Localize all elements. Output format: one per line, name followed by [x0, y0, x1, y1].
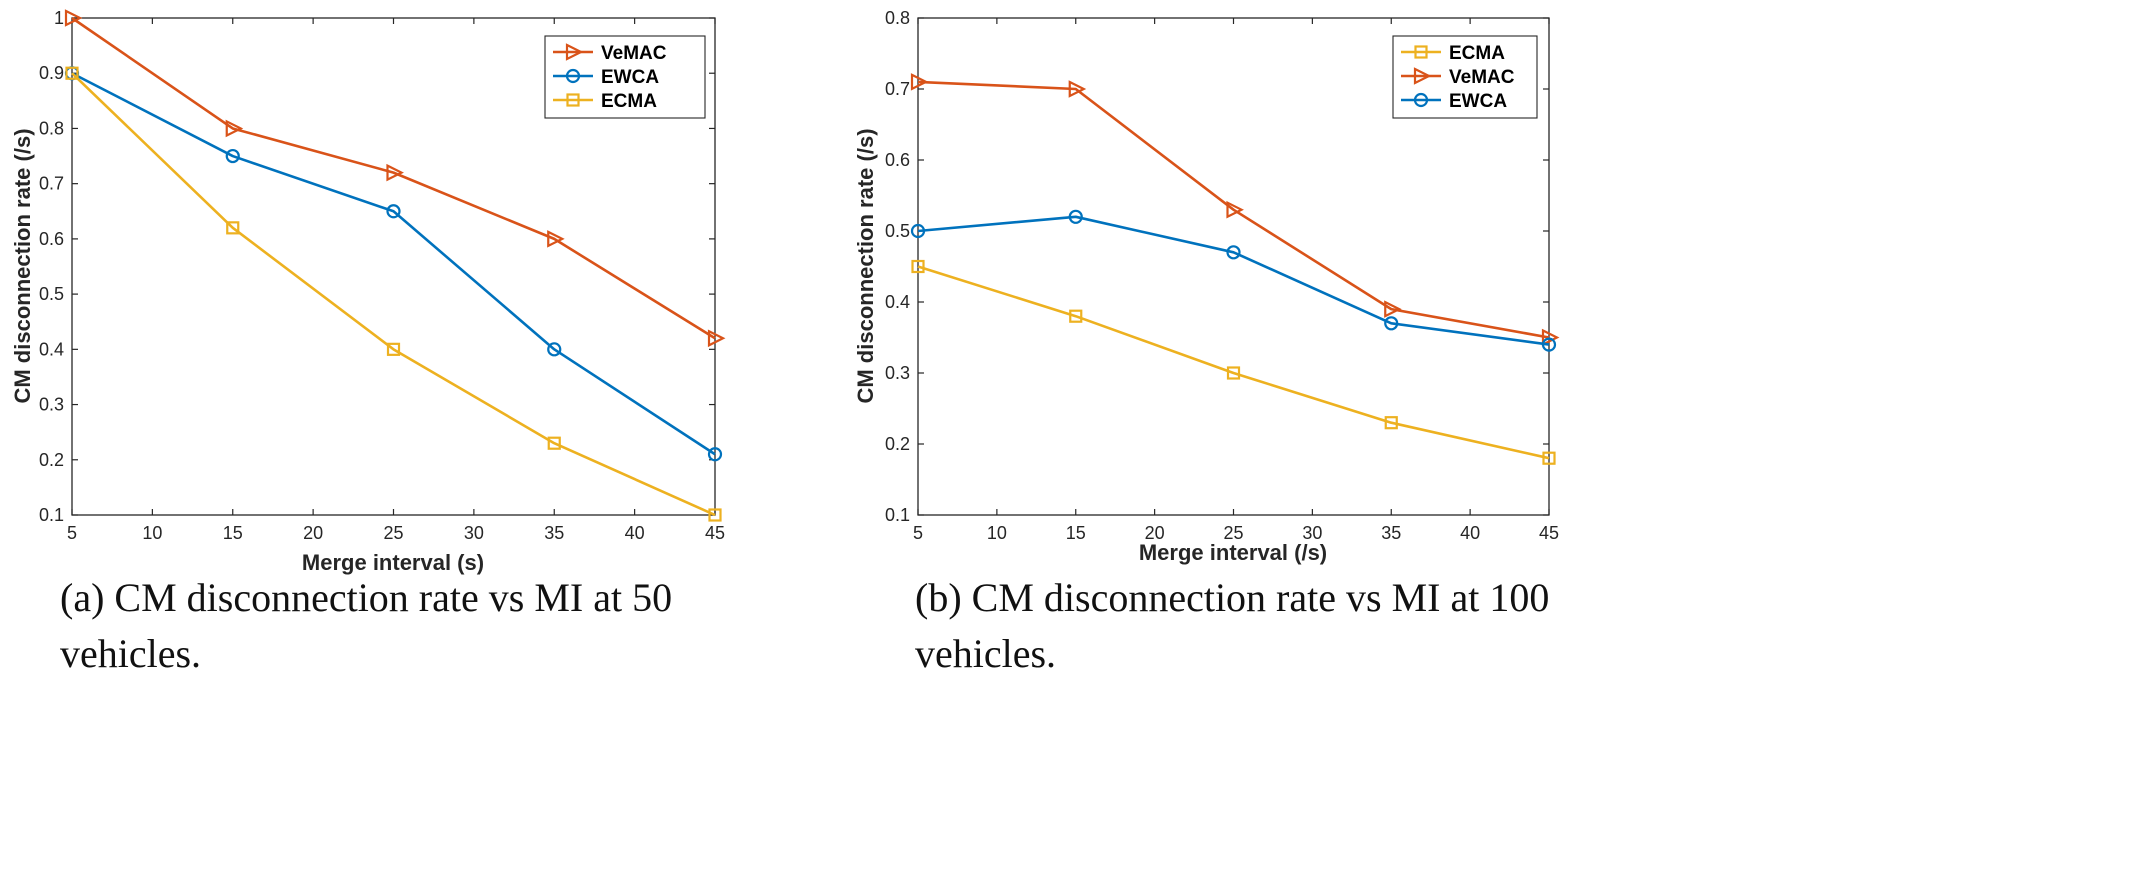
- chart-a-series-ewca-line: [71, 72, 716, 456]
- chart-b-ecma-point: [1384, 416, 1398, 430]
- chart-b-x-tick-label: 45: [1539, 523, 1559, 543]
- chart-b-legend-marker: [1414, 45, 1428, 59]
- chart-b-x-tick-label: 5: [913, 523, 923, 543]
- chart-b-y-axis-label: CM disconnection rate (/s): [853, 128, 878, 403]
- chart-b-vemac-point: [1384, 300, 1402, 318]
- chart-b-y-tick-label: 0.3: [885, 363, 910, 383]
- chart-b-legend-marker: [1413, 92, 1429, 108]
- chart-b-ecma-point: [911, 259, 925, 274]
- chart-a-series-vemac-line: [71, 16, 716, 340]
- chart-a-x-tick-label: 5: [67, 523, 77, 543]
- chart-a-y-tick-label: 0.9: [39, 63, 64, 83]
- chart-a-x-axis-label: Merge interval (s): [302, 550, 484, 575]
- chart-b-series-ecma-line: [917, 265, 1550, 460]
- chart-a-legend-label: VeMAC: [601, 43, 667, 64]
- chart-b-ewca-point: [1541, 337, 1557, 352]
- chart-b: 5 10 15 20 25 30 35 40 45 0.1 0.2 0.3 0.4 0.5 0.6 0.7 0…: [853, 8, 1560, 565]
- chart-b-series-vemac-line: [917, 80, 1550, 339]
- chart-b-vemac-point: [1068, 80, 1087, 98]
- chart-b-caption: (b) CM disconnection rate vs MI at 100 v…: [915, 570, 1549, 682]
- chart-b-x-tick-label: 20: [1145, 523, 1165, 543]
- chart-a-y-tick-label: 0.7: [39, 174, 64, 194]
- chart-a-ecma-point: [65, 66, 79, 80]
- chart-b-ecma-point: [1069, 309, 1083, 323]
- chart-b-x-axis-label: Merge interval (/s): [1139, 540, 1327, 565]
- chart-a-ecma-point: [386, 342, 401, 356]
- chart-a-y-tick-label: 0.2: [39, 450, 64, 470]
- chart-a-y-tick-label: 0.8: [39, 118, 64, 138]
- chart-a-y-axis-label: CM disconnection rate (/s): [10, 128, 35, 403]
- chart-a-legend-label: EWCA: [601, 67, 659, 88]
- chart-b-vemac-point: [1541, 328, 1560, 347]
- chart-a-y-tick-label: 0.6: [39, 229, 64, 249]
- chart-a-x-tick-label: 35: [544, 523, 564, 543]
- chart-a-ewca-point: [386, 204, 401, 219]
- chart-a-legend-marker: [565, 43, 584, 61]
- chart-b-y-tick-label: 0.4: [885, 292, 910, 312]
- chart-b-ecma-point: [1542, 451, 1556, 465]
- chart-b-caption-line2: vehicles.: [915, 631, 1057, 676]
- chart-b-x-tick-label: 25: [1223, 523, 1243, 543]
- chart-a-vemac-point: [225, 119, 244, 138]
- chart-b-series-ewca-line: [917, 215, 1550, 346]
- chart-a-ecma-point: [226, 221, 240, 235]
- chart-a-caption-line1: (a) CM disconnection rate vs MI at 50: [60, 575, 673, 620]
- chart-a-ewca-point: [707, 447, 723, 462]
- chart-b-ewca-point: [1068, 209, 1083, 224]
- chart-a-legend-marker: [566, 93, 580, 107]
- chart-b-y-tick-label: 0.2: [885, 434, 910, 454]
- chart-b-ecma-point: [1226, 366, 1241, 380]
- chart-b-ewca-point: [1226, 245, 1241, 260]
- chart-b-legend-label: VeMAC: [1449, 67, 1515, 88]
- chart-b-ewca-point: [1384, 316, 1399, 331]
- chart-b-caption-line1: (b) CM disconnection rate vs MI at 100: [915, 575, 1550, 620]
- chart-a-legend: VeMAC EWCA ECMA: [544, 35, 706, 119]
- chart-b-y-tick-label: 0.5: [885, 221, 910, 241]
- chart-a-x-tick-label: 10: [142, 523, 162, 543]
- chart-a-x-tick-label: 45: [705, 523, 725, 543]
- chart-a-y-tick-label: 0.4: [39, 339, 64, 359]
- chart-a-ecma-point: [547, 436, 561, 450]
- chart-a-vemac-point: [386, 163, 404, 182]
- chart-a-x-tick-label: 25: [383, 523, 403, 543]
- chart-a-vemac-point: [547, 230, 565, 248]
- chart-a-legend-marker: [565, 68, 581, 84]
- chart-a-y-tick-label: 1: [54, 8, 64, 28]
- chart-b-y-tick-label: 0.1: [885, 505, 910, 525]
- chart-b-legend-marker: [1413, 67, 1432, 85]
- chart-a-ewca-point: [547, 342, 562, 357]
- chart-b-y-tick-label: 0.8: [885, 8, 910, 28]
- chart-b-y-tick-label: 0.7: [885, 79, 910, 99]
- chart-a-ewca-point: [225, 148, 240, 164]
- chart-a-x-tick-label: 30: [464, 523, 484, 543]
- chart-a-y-tick-label: 0.3: [39, 395, 64, 415]
- chart-b-x-tick-label: 30: [1302, 523, 1322, 543]
- chart-a-ecma-point: [708, 508, 722, 522]
- chart-a-legend-label: ECMA: [601, 91, 657, 112]
- chart-a-y-tick-label: 0.5: [39, 284, 64, 304]
- chart-b-vemac-point: [1226, 200, 1244, 219]
- chart-b-y-tick-label: 0.6: [885, 150, 910, 170]
- chart-b-legend: ECMA VeMAC EWCA: [1392, 35, 1538, 119]
- chart-a-vemac-point: [707, 329, 726, 348]
- chart-b-x-tick-label: 10: [987, 523, 1007, 543]
- chart-a-caption: (a) CM disconnection rate vs MI at 50 ve…: [60, 570, 672, 682]
- chart-a-caption-line2: vehicles.: [60, 631, 202, 676]
- chart-a-x-tick-label: 15: [223, 523, 243, 543]
- chart-a-vemac-point: [64, 9, 83, 27]
- chart-a: 5 10 15 20 25 30 35 40 45 0.1 0.2 0.3 0.4 0.5 0.6 0.7 0…: [10, 8, 726, 575]
- chart-b-legend-label: EWCA: [1449, 91, 1507, 112]
- chart-b-legend-label: ECMA: [1449, 43, 1505, 64]
- chart-b-x-tick-label: 40: [1460, 523, 1480, 543]
- chart-b-x-tick-label: 15: [1066, 523, 1086, 543]
- chart-a-x-tick-label: 40: [625, 523, 645, 543]
- chart-a-x-tick-label: 20: [303, 523, 323, 543]
- chart-b-vemac-point: [910, 73, 929, 91]
- chart-b-ewca-point: [910, 223, 926, 239]
- chart-a-y-tick-label: 0.1: [39, 505, 64, 525]
- chart-a-series-ecma-line: [71, 72, 716, 517]
- chart-b-x-tick-label: 35: [1381, 523, 1401, 543]
